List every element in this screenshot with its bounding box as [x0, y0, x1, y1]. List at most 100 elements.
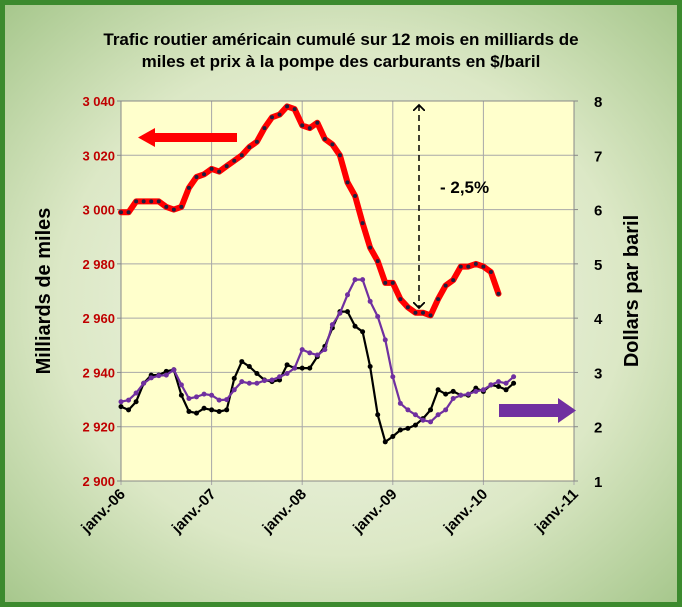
data-point-purple [216, 397, 222, 403]
data-point-traffic [202, 172, 207, 177]
data-point-traffic [337, 153, 342, 158]
data-point-purple [443, 407, 449, 413]
right-tick-label: 8 [594, 94, 602, 111]
left-tick-label: 3 020 [82, 148, 115, 163]
data-point-black [345, 309, 350, 315]
data-point-purple [360, 277, 366, 283]
data-point-purple [322, 347, 328, 353]
data-point-traffic [330, 142, 335, 147]
data-point-black [224, 407, 230, 413]
data-point-traffic [345, 180, 350, 185]
data-point-black [412, 422, 418, 428]
data-point-black [118, 404, 124, 410]
data-point-purple [314, 352, 320, 358]
data-point-black [397, 427, 403, 433]
data-point-traffic [436, 297, 441, 302]
data-point-purple [405, 407, 411, 413]
data-point-black [450, 388, 456, 394]
data-point-traffic [239, 153, 244, 158]
series-0 [118, 103, 502, 319]
data-point-purple [156, 373, 162, 379]
data-point-black [163, 368, 169, 374]
data-point-traffic [398, 297, 403, 302]
data-point-black [367, 363, 373, 369]
data-point-purple [224, 397, 230, 403]
data-point-black [239, 359, 245, 365]
data-point-purple [171, 367, 177, 373]
data-point-traffic [224, 164, 229, 169]
data-point-traffic [390, 280, 395, 285]
data-point-black [201, 405, 207, 411]
data-point-purple [375, 314, 381, 320]
data-point-traffic [186, 185, 191, 190]
data-point-black [352, 323, 358, 329]
data-point-traffic [458, 264, 463, 269]
data-point-traffic [285, 104, 290, 109]
series-1 [118, 277, 517, 425]
data-point-purple [126, 397, 132, 403]
data-point-black [503, 387, 509, 393]
data-point-purple [428, 419, 434, 425]
decline-annotation: - 2,5% [440, 178, 489, 197]
data-point-traffic [375, 259, 380, 264]
data-point-purple [178, 382, 184, 388]
data-point-traffic [315, 120, 320, 125]
data-point-purple [141, 380, 147, 386]
right-tick-label: 5 [594, 257, 602, 274]
data-point-traffic [277, 112, 282, 117]
data-point-purple [269, 377, 275, 383]
data-point-black [360, 329, 366, 335]
data-point-purple [277, 374, 283, 380]
data-point-traffic [368, 245, 373, 250]
left-tick-label: 2 940 [82, 365, 115, 380]
data-point-purple [239, 379, 245, 385]
data-point-purple [345, 292, 350, 298]
data-point-purple [337, 310, 343, 316]
data-point-traffic [179, 204, 184, 209]
left-tick-label: 2 900 [82, 474, 115, 489]
data-point-traffic [496, 291, 501, 296]
data-point-purple [496, 379, 501, 385]
y-axis-left-label: Milliards de miles [33, 208, 55, 375]
data-point-traffic [119, 210, 123, 215]
data-point-traffic [300, 123, 305, 128]
data-point-purple [412, 412, 418, 418]
data-point-black [375, 412, 381, 418]
data-point-traffic [247, 145, 252, 150]
data-point-traffic [171, 207, 176, 212]
data-point-traffic [360, 221, 365, 226]
left-tick-label: 2 960 [82, 311, 115, 326]
left-tick-label: 2 920 [82, 420, 115, 435]
data-point-traffic [134, 199, 139, 204]
data-point-purple [390, 374, 396, 380]
data-point-traffic [353, 194, 358, 198]
data-point-purple [511, 374, 517, 380]
data-point-black [428, 407, 434, 413]
data-point-traffic [466, 264, 471, 269]
plot-border [120, 100, 575, 482]
data-point-traffic [141, 199, 146, 204]
data-point-purple [382, 337, 388, 343]
data-point-black [254, 371, 260, 377]
data-point-purple [246, 380, 252, 386]
data-point-black [216, 409, 222, 415]
data-point-traffic [383, 280, 388, 285]
data-point-black [126, 407, 132, 413]
data-point-traffic [156, 199, 161, 204]
data-point-traffic [488, 270, 493, 274]
data-point-traffic [451, 278, 456, 283]
data-point-traffic [413, 310, 418, 315]
left-tick-label: 3 040 [82, 94, 115, 109]
data-point-purple [367, 298, 373, 304]
y-axis-right-label: Dollars par baril [621, 215, 643, 367]
data-point-purple [231, 387, 237, 393]
data-point-purple [420, 417, 426, 423]
right-tick-label: 6 [594, 203, 602, 220]
data-point-purple [148, 375, 154, 381]
left-tick-label: 3 000 [82, 203, 115, 218]
right-tick-label: 4 [594, 311, 603, 328]
data-point-traffic [405, 305, 410, 310]
data-point-traffic [209, 166, 214, 171]
data-point-purple [480, 387, 486, 393]
data-point-purple [435, 412, 441, 418]
